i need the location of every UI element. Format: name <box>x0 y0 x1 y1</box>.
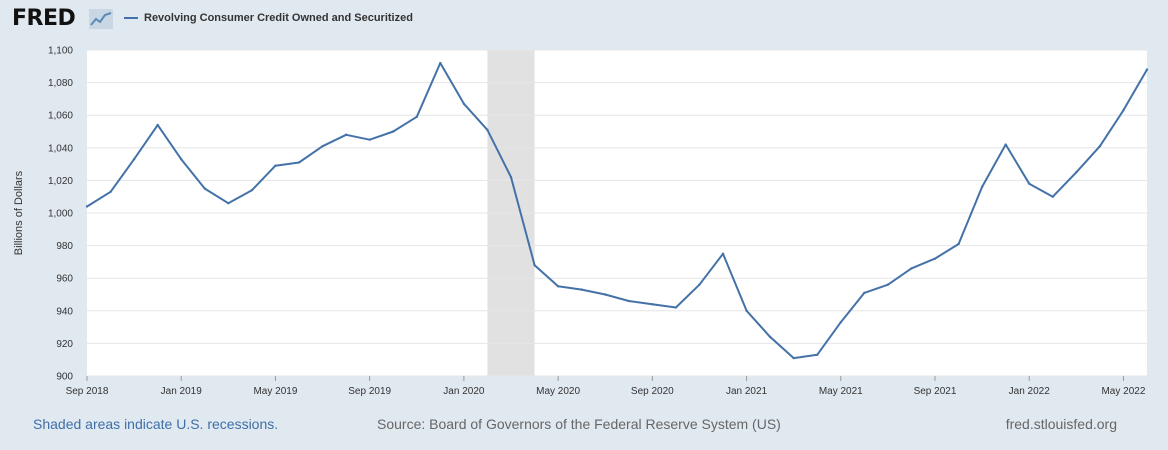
source-note: Source: Board of Governors of the Federa… <box>377 416 781 432</box>
x-tick-label-2020-05: May 2020 <box>536 386 580 397</box>
chart-legend: Revolving Consumer Credit Owned and Secu… <box>124 12 413 24</box>
recession-note[interactable]: Shaded areas indicate U.S. recessions. <box>33 416 279 432</box>
data-point-2019-07[interactable] <box>321 144 324 148</box>
data-point-2018-09[interactable] <box>85 205 89 208</box>
data-point-2018-10[interactable] <box>109 190 112 194</box>
y-tick-label-1060: 1,060 <box>48 111 73 122</box>
y-tick-label-1080: 1,080 <box>48 78 73 89</box>
data-point-2020-08[interactable] <box>627 299 630 303</box>
legend-series-label[interactable]: Revolving Consumer Credit Owned and Secu… <box>144 12 413 24</box>
x-axis-ticks: Sep 2018 Jan 2019 May 2019 Sep 2019 Jan 2020… <box>66 376 1146 397</box>
data-point-2018-11[interactable] <box>132 158 136 161</box>
data-point-2020-10[interactable] <box>674 306 678 309</box>
y-tick-label-1020: 1,020 <box>48 176 73 187</box>
data-point-2021-03[interactable] <box>792 356 795 360</box>
data-point-2022-05[interactable] <box>1122 109 1125 112</box>
data-point-2021-07[interactable] <box>886 283 890 286</box>
fred-logo-graph-icon <box>89 9 113 29</box>
data-point-2020-05[interactable] <box>556 285 560 288</box>
data-point-2021-09[interactable] <box>933 257 937 260</box>
y-tick-label-1040: 1,040 <box>48 143 73 154</box>
data-point-2020-11[interactable] <box>698 283 701 286</box>
data-point-2019-10[interactable] <box>392 130 395 133</box>
data-point-2020-02[interactable] <box>486 128 489 132</box>
data-point-2019-11[interactable] <box>415 115 418 119</box>
data-point-2022-01[interactable] <box>1028 182 1031 185</box>
data-point-2019-05[interactable] <box>274 164 277 167</box>
x-tick-label-2019-09: Sep 2019 <box>348 386 391 397</box>
y-axis-label: Billions of Dollars <box>13 170 25 255</box>
data-point-2022-02[interactable] <box>1051 195 1054 198</box>
y-tick-label-940: 940 <box>56 306 73 317</box>
data-point-2019-08[interactable] <box>344 133 348 136</box>
data-point-2020-07[interactable] <box>604 293 607 296</box>
chart-footer: Shaded areas indicate U.S. recessions. S… <box>0 416 1168 436</box>
data-point-2019-01[interactable] <box>180 158 183 161</box>
data-point-2018-12[interactable] <box>156 123 159 127</box>
data-point-2022-06[interactable] <box>1145 68 1149 71</box>
y-tick-label-900: 900 <box>56 372 73 383</box>
y-tick-label-1100: 1,100 <box>48 46 73 57</box>
data-point-2020-03[interactable] <box>509 175 513 179</box>
y-tick-label-980: 980 <box>56 241 73 252</box>
legend-line-swatch <box>124 17 138 19</box>
x-tick-label-2020-09: Sep 2020 <box>631 386 674 397</box>
data-point-2020-01[interactable] <box>462 102 466 105</box>
x-tick-label-2022-01: Jan 2022 <box>1009 386 1051 397</box>
x-tick-label-2019-01: Jan 2019 <box>161 386 203 397</box>
data-point-2019-02[interactable] <box>203 187 206 190</box>
data-point-2022-04[interactable] <box>1098 144 1102 148</box>
data-point-2019-04[interactable] <box>250 188 254 192</box>
data-point-2021-11[interactable] <box>980 185 984 189</box>
x-tick-label-2021-01: Jan 2021 <box>726 386 768 397</box>
series-line-layer[interactable] <box>85 61 1149 360</box>
data-point-2021-06[interactable] <box>863 291 866 295</box>
data-point-2021-04[interactable] <box>816 353 819 357</box>
line-chart: 900 920 940 960 980 1,000 1,020 1,040 1,060 1,080… <box>13 46 1149 397</box>
y-tick-label-1000: 1,000 <box>48 209 73 220</box>
data-point-2021-01[interactable] <box>745 309 748 312</box>
data-point-2020-04[interactable] <box>533 263 536 267</box>
x-tick-label-2018-09: Sep 2018 <box>66 386 109 397</box>
x-tick-label-2019-05: May 2019 <box>253 386 297 397</box>
data-point-2022-03[interactable] <box>1075 171 1078 174</box>
x-tick-label-2022-05: May 2022 <box>1101 386 1145 397</box>
data-point-2021-02[interactable] <box>768 335 772 339</box>
data-point-2019-09[interactable] <box>368 138 371 141</box>
y-tick-label-920: 920 <box>56 339 73 350</box>
data-point-2019-06[interactable] <box>297 161 301 164</box>
data-point-2021-10[interactable] <box>957 242 960 246</box>
data-point-2020-09[interactable] <box>651 303 654 306</box>
data-point-2021-05[interactable] <box>839 321 842 324</box>
data-point-2020-12[interactable] <box>721 252 725 255</box>
y-tick-label-960: 960 <box>56 274 73 285</box>
y-axis-ticks: 900 920 940 960 980 1,000 1,020 1,040 1,060 1,080… <box>48 46 73 383</box>
data-point-2020-06[interactable] <box>580 288 583 291</box>
series-line-0[interactable] <box>86 62 1148 360</box>
data-point-2019-12[interactable] <box>439 61 442 65</box>
x-tick-label-2021-05: May 2021 <box>819 386 863 397</box>
x-tick-label-2020-01: Jan 2020 <box>443 386 485 397</box>
chart-header: FRED Revolving Consumer Credit Owned and… <box>0 0 1168 40</box>
fred-logo[interactable]: FRED <box>12 6 76 31</box>
site-link[interactable]: fred.stlouisfed.org <box>1005 416 1117 432</box>
data-point-2021-12[interactable] <box>1004 143 1007 146</box>
x-tick-label-2021-09: Sep 2021 <box>914 386 957 397</box>
data-point-2019-03[interactable] <box>227 202 230 205</box>
data-point-2021-08[interactable] <box>910 267 913 270</box>
